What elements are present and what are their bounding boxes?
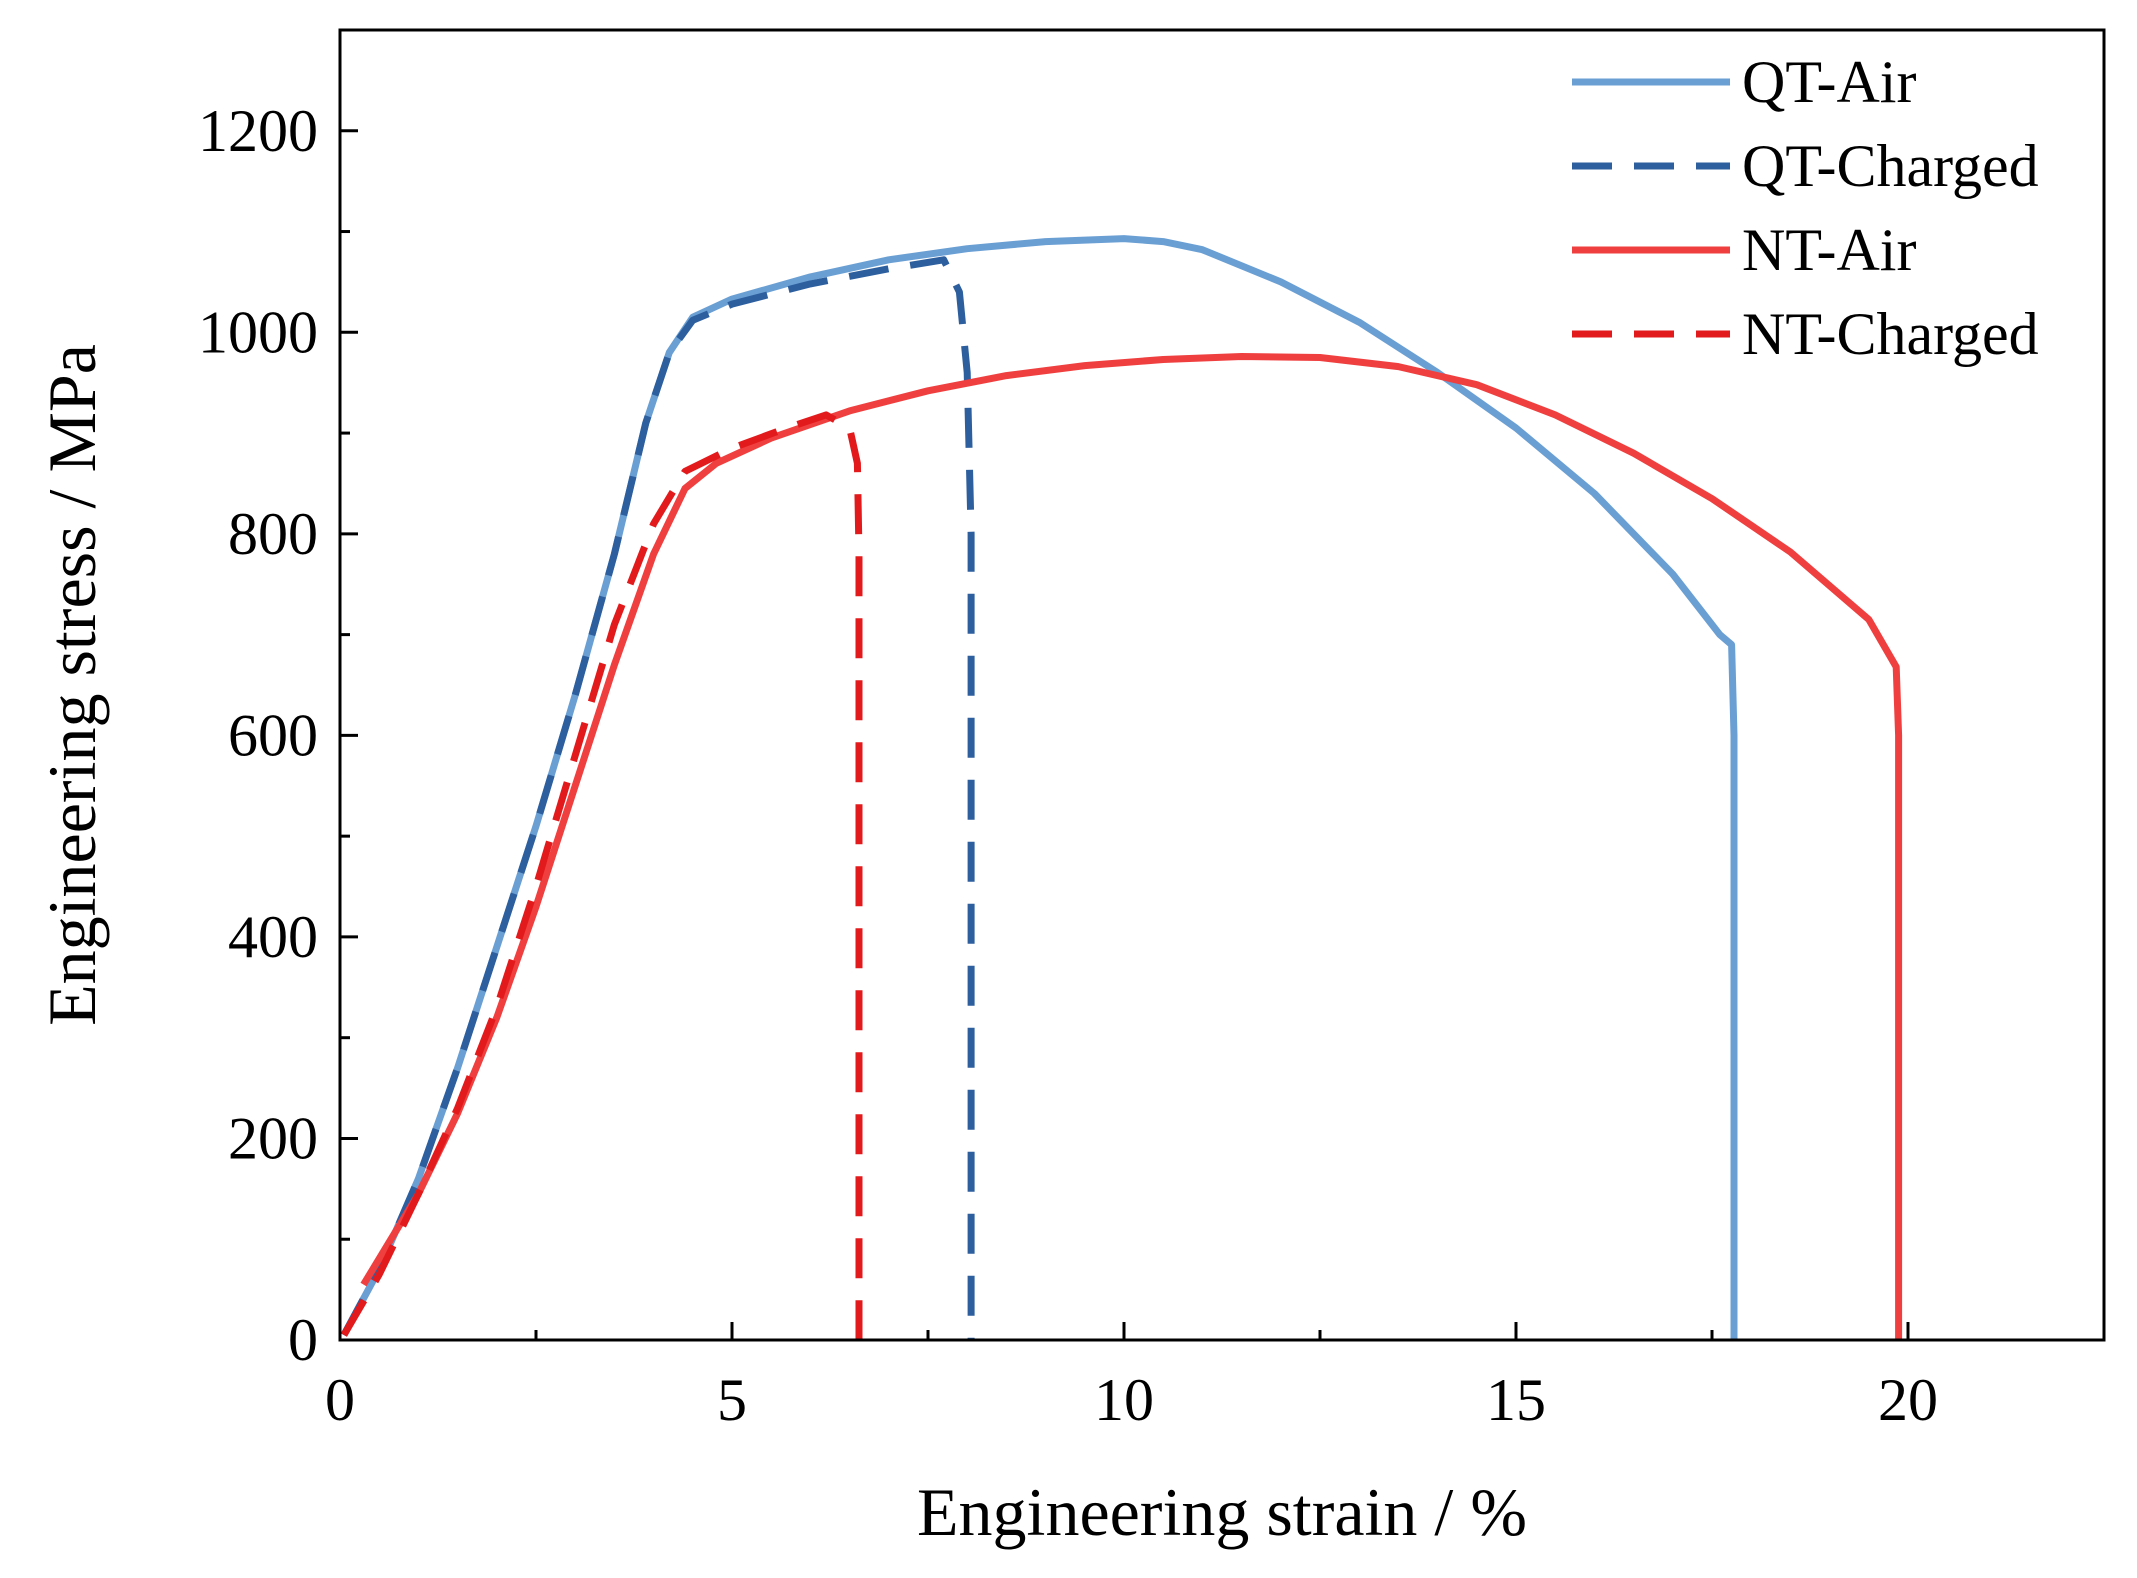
y-tick-label: 600 [228,702,318,768]
x-tick-label: 20 [1878,1367,1938,1433]
y-tick-label: 400 [228,904,318,970]
legend-label: QT-Charged [1742,133,2039,199]
y-tick-label: 1200 [198,98,318,164]
tick-marks [338,129,1910,1342]
legend-label: QT-Air [1742,49,1916,115]
x-axis-title: Engineering strain / % [917,1474,1527,1550]
legend-label: NT-Charged [1742,301,2039,367]
x-tick-label: 15 [1486,1367,1546,1433]
series-line-qt-charged [340,256,975,1340]
series-line-nt-charged [340,411,863,1340]
series-line-nt-air [360,353,1903,1340]
series-group [340,235,1903,1340]
y-tick-label: 800 [228,501,318,567]
y-tick-label: 200 [228,1105,318,1171]
y-tick-label: 1000 [198,299,318,365]
plot-frame [338,28,2106,1342]
legend-label: NT-Air [1742,217,1916,283]
y-tick-label: 0 [288,1307,318,1373]
x-tick-label: 0 [325,1367,355,1433]
x-tick-label: 5 [717,1367,747,1433]
y-axis-title: Engineering stress / MPa [34,344,110,1026]
x-tick-label: 10 [1094,1367,1154,1433]
legend: QT-Air QT-Charged NT-Air NT-Charged [1572,49,2039,367]
